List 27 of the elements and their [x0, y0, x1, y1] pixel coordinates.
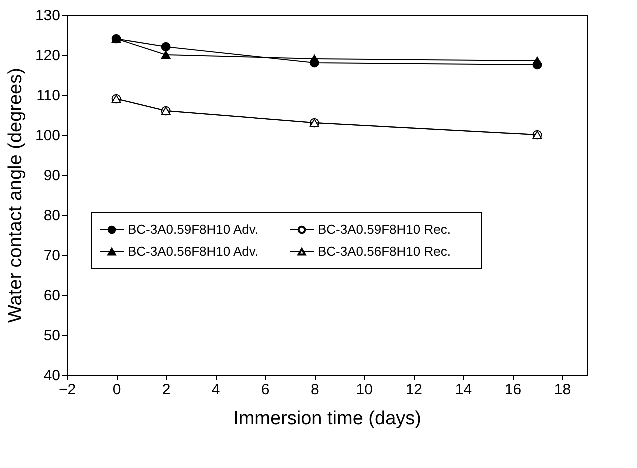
legend-label: BC-3A0.59F8H10 Rec. — [318, 222, 451, 237]
legend-label: BC-3A0.56F8H10 Adv. — [128, 244, 259, 259]
x-tick-label: 8 — [310, 382, 320, 398]
x-tick-label: 10 — [356, 382, 373, 398]
y-tick-label: 60 — [44, 288, 60, 304]
y-tick-label: 50 — [44, 328, 60, 344]
x-tick-label: 4 — [212, 382, 220, 398]
y-tick-label: 120 — [35, 48, 60, 64]
x-tick-label: 12 — [406, 382, 423, 398]
x-tick-label: 14 — [455, 382, 472, 398]
y-tick-label: 70 — [44, 248, 60, 264]
y-tick-label: 110 — [36, 88, 60, 104]
x-tick-label: 16 — [504, 382, 522, 398]
y-axis-title: Water contact angle (degrees) — [5, 68, 26, 323]
x-tick-label: 18 — [554, 382, 572, 398]
x-axis-title: Immersion time (days) — [234, 408, 422, 430]
legend-label: BC-3A0.59F8H10 Adv. — [128, 222, 259, 237]
y-tick-label: 100 — [35, 128, 60, 144]
legend-label: BC-3A0.56F8H10 Rec. — [318, 244, 451, 259]
x-tick-label: 0 — [112, 382, 122, 398]
x-tick-label: 2 — [162, 382, 171, 398]
y-tick-label: 40 — [44, 368, 60, 384]
x-tick-label: 6 — [261, 382, 270, 398]
y-tick-label: 90 — [44, 168, 60, 184]
y-tick-label: 130 — [35, 8, 60, 24]
y-tick-label: 80 — [44, 208, 60, 224]
x-tick-label: −2 — [58, 382, 76, 398]
